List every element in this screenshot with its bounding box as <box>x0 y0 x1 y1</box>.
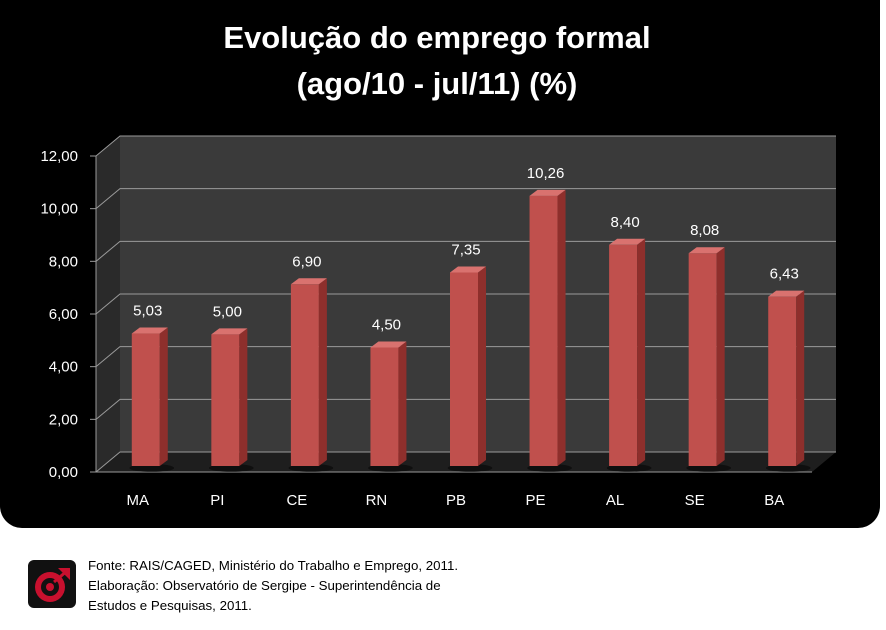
bar-top <box>131 327 168 334</box>
bar-top <box>529 189 566 196</box>
y-tick-label: 8,00 <box>49 253 78 270</box>
gridline <box>95 188 836 210</box>
bar <box>290 284 319 466</box>
bar-side <box>398 341 407 466</box>
data-label: 10,26 <box>527 165 565 182</box>
bar-side <box>478 266 486 466</box>
bar-top <box>609 238 646 245</box>
bar-side <box>239 328 248 466</box>
y-tick-label: 4,00 <box>49 359 78 376</box>
y-tick-label: 12,00 <box>40 148 78 165</box>
bar-side <box>796 290 805 466</box>
bar-side <box>159 327 168 466</box>
data-label: 6,43 <box>770 266 799 283</box>
y-tick-label: 10,00 <box>40 201 78 218</box>
x-tick-label: MA <box>127 492 150 509</box>
data-label: 6,90 <box>292 253 321 270</box>
bar <box>688 253 717 466</box>
x-tick-label: PB <box>446 492 466 509</box>
x-tick-label: PE <box>526 492 546 509</box>
x-tick-label: PI <box>210 492 224 509</box>
data-label: 8,08 <box>690 222 719 239</box>
x-tick-label: CE <box>286 492 307 509</box>
gridline <box>95 398 836 420</box>
y-tick-label: 0,00 <box>49 464 78 481</box>
chart-subtitle: (ago/10 - jul/11) (%) <box>297 66 578 101</box>
bar-top <box>688 247 725 254</box>
plot-area: 0,00 2,00 4,00 6,00 8,00 10,00 12,00 5,03 MA 5,00… <box>40 135 836 509</box>
bar <box>370 347 399 466</box>
bar-side <box>716 247 725 466</box>
bar <box>529 195 558 466</box>
bar-top <box>768 290 805 297</box>
observatorio-logo-icon <box>28 560 76 608</box>
source-line-1: Fonte: RAIS/CAGED, Ministério do Trabalh… <box>88 558 459 573</box>
bar-top <box>290 278 327 285</box>
source-line-2: Elaboração: Observatório de Sergipe - Su… <box>88 578 441 593</box>
data-label: 7,35 <box>451 241 480 258</box>
gridline <box>95 451 836 473</box>
x-tick-label: RN <box>366 492 388 509</box>
bar-top <box>370 341 407 348</box>
bar-chart: Evolução do emprego formal (ago/10 - jul… <box>40 20 836 509</box>
gridline <box>95 135 836 157</box>
y-tick-label: 2,00 <box>49 411 78 428</box>
source-line-3: Estudos e Pesquisas, 2011. <box>88 598 252 613</box>
gridline <box>95 240 836 262</box>
bar <box>450 272 478 466</box>
bar-top <box>450 266 486 273</box>
data-label: 4,50 <box>372 317 401 334</box>
gridline <box>95 346 836 368</box>
data-label: 5,03 <box>133 303 162 320</box>
bar-side <box>637 238 646 466</box>
x-tick-label: AL <box>606 492 624 509</box>
source-note: Fonte: RAIS/CAGED, Ministério do Trabalh… <box>88 556 458 616</box>
data-label: 5,00 <box>213 303 242 320</box>
x-tick-label: SE <box>685 492 705 509</box>
chart-panel: Evolução do emprego formal (ago/10 - jul… <box>0 0 880 528</box>
bar-side <box>318 278 327 466</box>
x-tick-label: BA <box>764 492 784 509</box>
data-label: 8,40 <box>611 214 640 231</box>
bar <box>211 334 240 466</box>
bar-top <box>211 328 248 335</box>
bar-side <box>557 189 566 466</box>
bar <box>768 296 797 466</box>
y-tick-label: 6,00 <box>49 306 78 323</box>
bar <box>609 244 638 466</box>
bar <box>131 333 160 466</box>
chart-title: Evolução do emprego formal <box>223 20 650 55</box>
gridline <box>95 293 836 315</box>
